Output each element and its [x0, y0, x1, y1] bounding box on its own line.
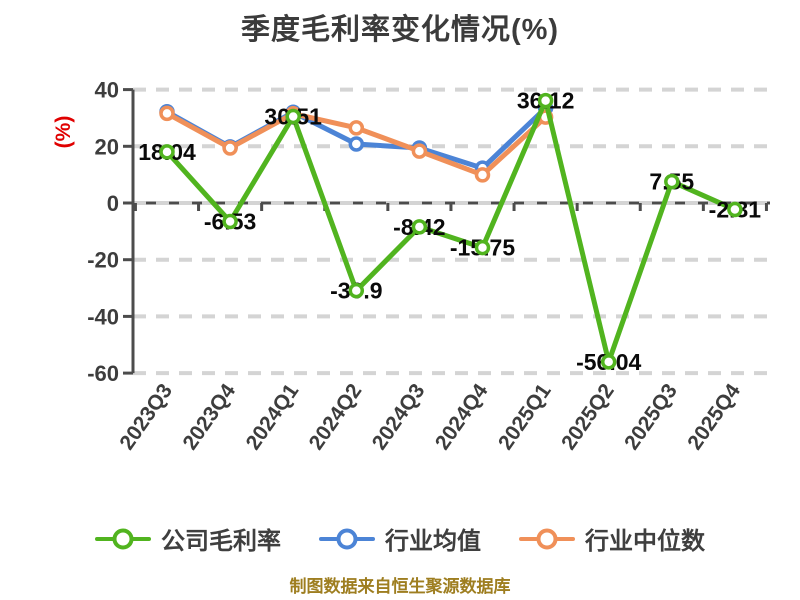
company-marker [411, 219, 428, 235]
company-marker [664, 173, 680, 190]
legend-item-2: 行业中位数 [519, 521, 705, 556]
industry-median-marker [411, 143, 428, 159]
company-marker [537, 92, 554, 109]
company-marker [285, 108, 301, 125]
industry-avg-marker [348, 136, 365, 152]
industry-median-marker [474, 167, 491, 183]
x-category-label: 2025Q4 [683, 379, 745, 454]
y-tick-label: 40 [95, 78, 119, 103]
y-tick-label: 20 [95, 134, 119, 159]
chart-legend: 公司毛利率 行业均值 行业中位数 [0, 521, 800, 556]
x-category-label: 2023Q3 [115, 380, 177, 454]
company-marker [222, 213, 238, 230]
x-category-label: 2023Q4 [178, 379, 240, 454]
company-marker [727, 201, 743, 218]
data-source-note: 制图数据来自恒生聚源数据库 [289, 577, 511, 596]
y-tick-label: -20 [87, 248, 119, 273]
chart-title: 季度毛利率变化情况(%) [240, 14, 560, 46]
legend-marker-icon [319, 528, 375, 550]
company-marker [600, 354, 617, 370]
y-tick-label: 0 [107, 191, 119, 216]
industry-median-marker [348, 120, 365, 136]
legend-label: 行业均值 [385, 528, 481, 555]
company-marker [348, 282, 365, 299]
y-axis-unit-label: (%) [52, 116, 75, 149]
legend-item-1: 行业均值 [319, 521, 481, 556]
x-category-label: 2025Q2 [557, 380, 619, 454]
legend-label: 行业中位数 [585, 528, 705, 555]
company-marker [159, 144, 175, 160]
x-category-label: 2025Q1 [494, 379, 556, 454]
x-category-label: 2024Q4 [431, 379, 493, 454]
x-category-label: 2025Q3 [620, 380, 682, 454]
legend-marker-icon [519, 528, 575, 550]
legend-marker-icon [95, 528, 151, 550]
industry-median-marker [222, 140, 238, 156]
industry-median-marker [159, 105, 175, 122]
x-category-label: 2024Q3 [368, 380, 430, 454]
y-tick-label: -40 [87, 304, 119, 329]
x-category-label: 2024Q2 [305, 380, 367, 454]
legend-label: 公司毛利率 [161, 528, 281, 555]
legend-item-0: 公司毛利率 [95, 521, 281, 556]
y-tick-label: -60 [87, 361, 119, 386]
x-category-label: 2024Q1 [242, 379, 304, 454]
company-line [164, 98, 738, 365]
company-marker [474, 239, 491, 256]
